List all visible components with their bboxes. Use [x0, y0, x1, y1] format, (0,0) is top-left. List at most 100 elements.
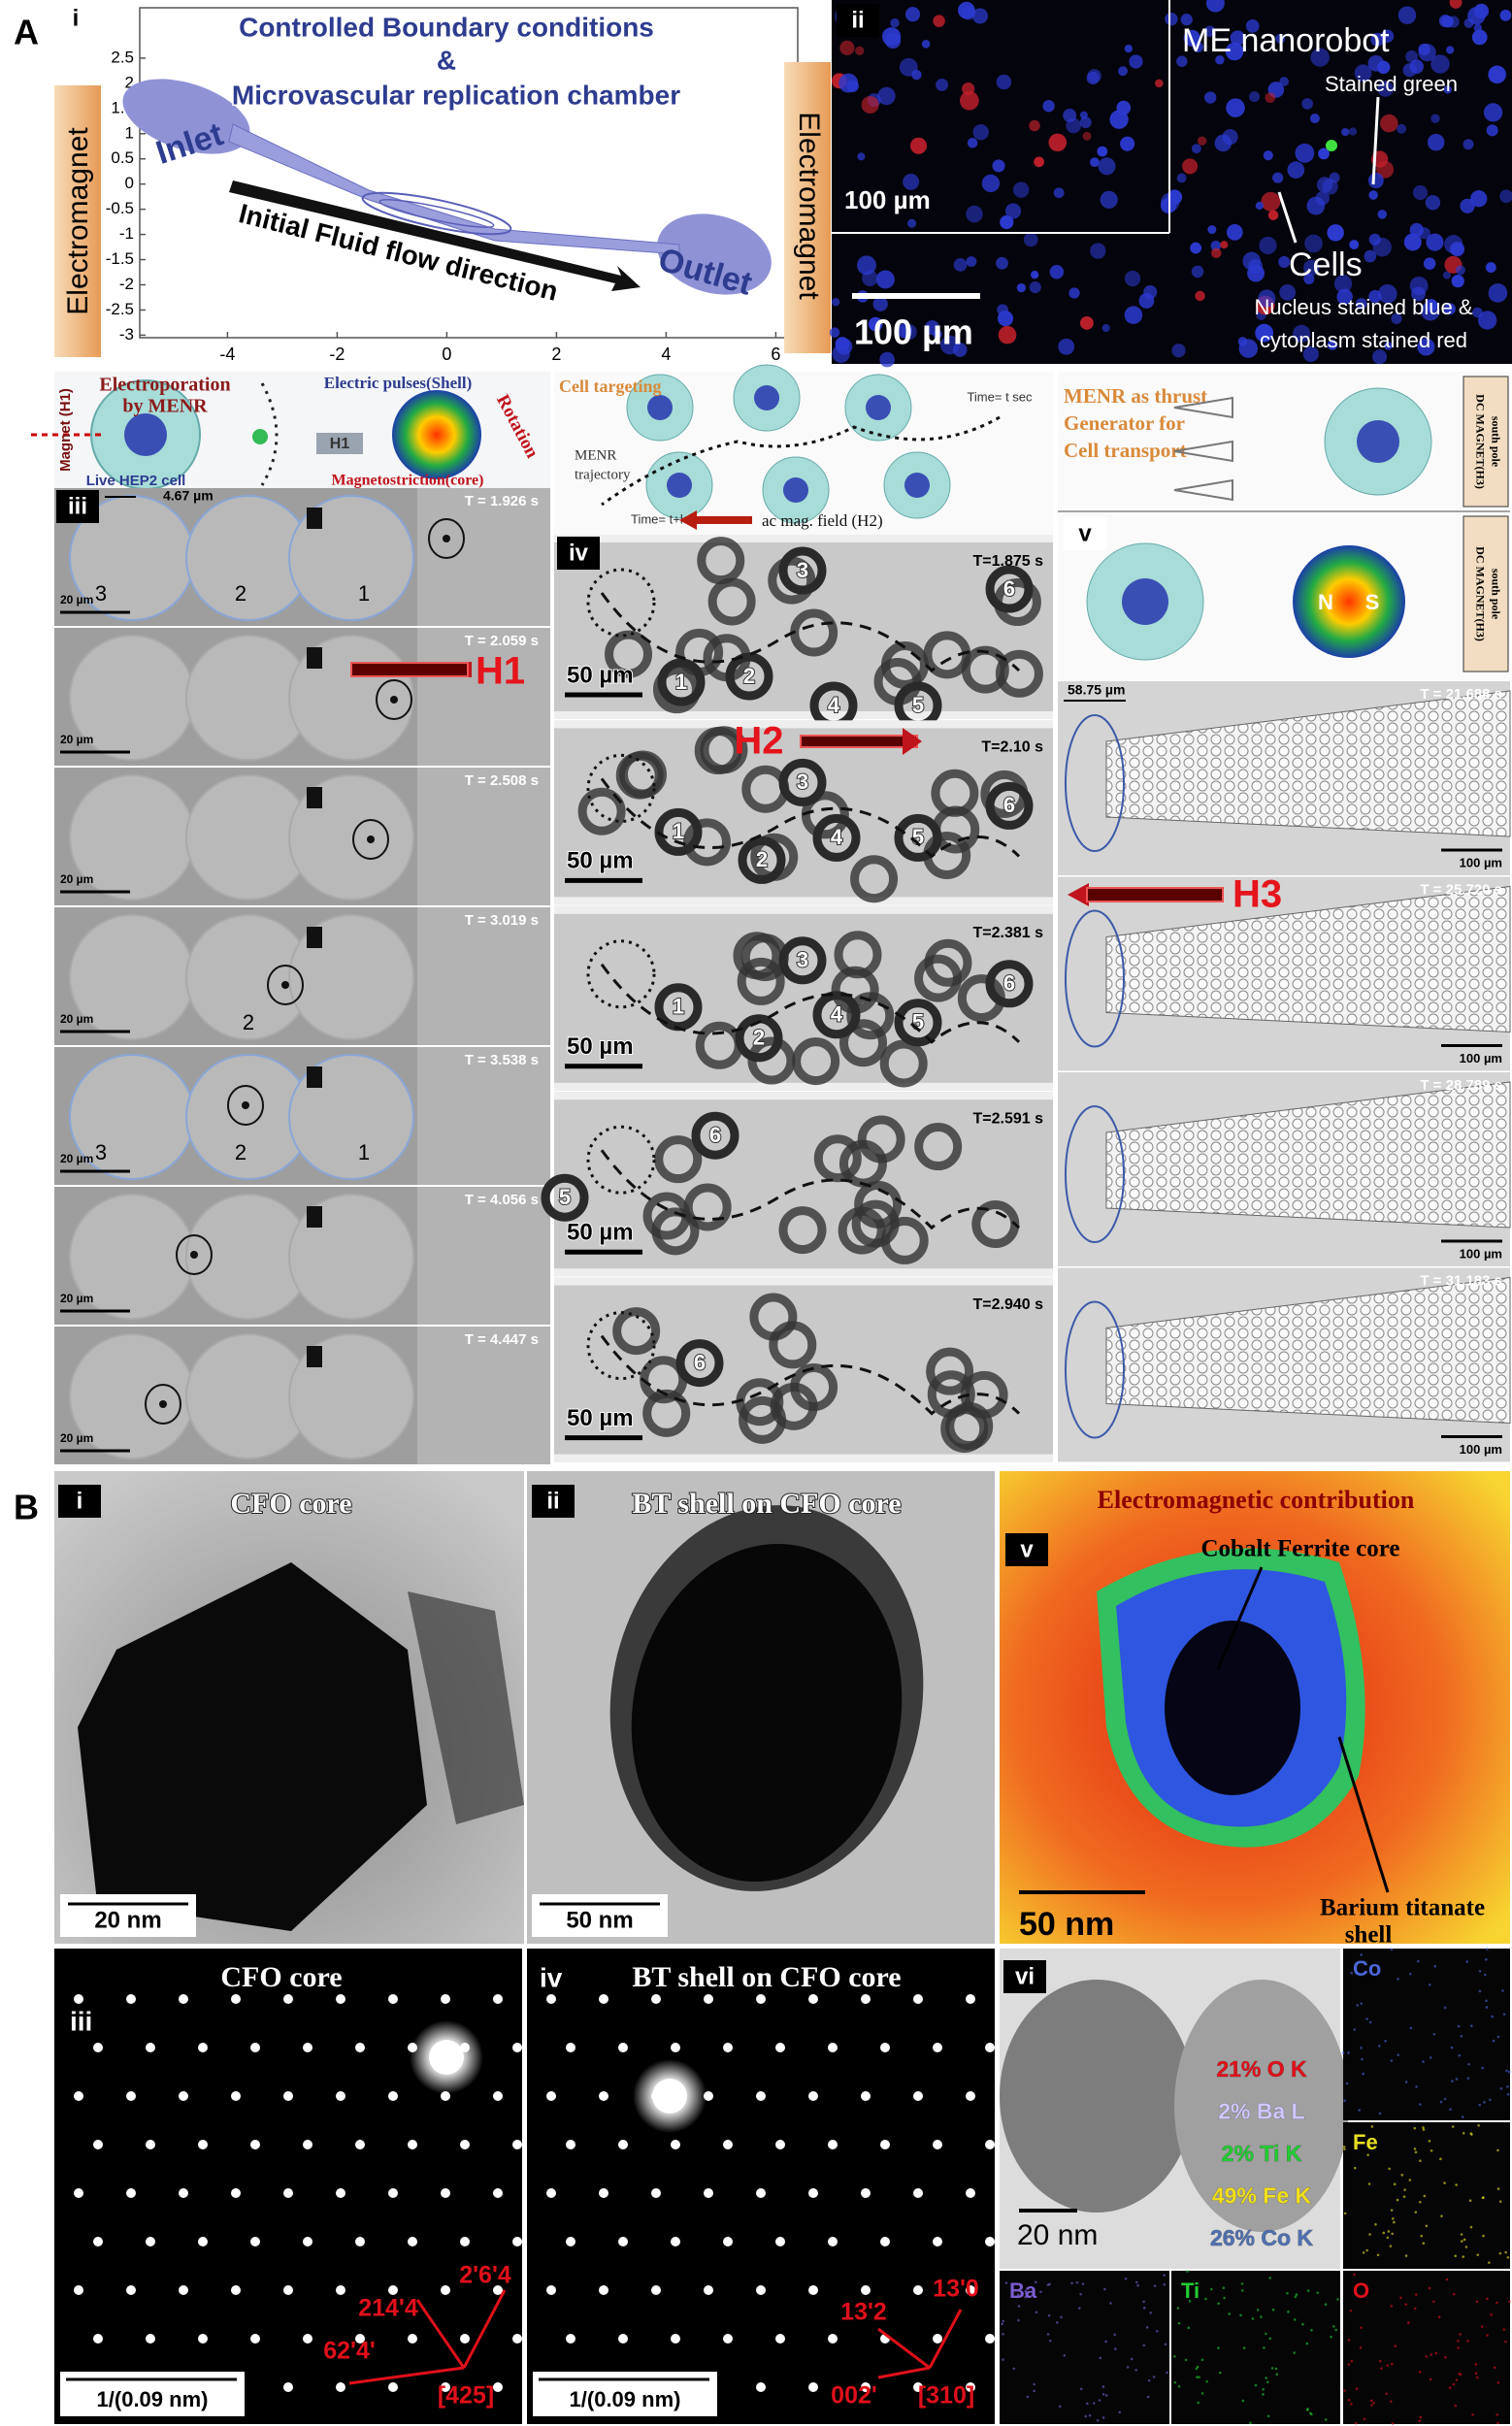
- spot: [775, 2334, 785, 2344]
- spot: [723, 2237, 733, 2246]
- map-dot: [1070, 2281, 1073, 2285]
- spot: [775, 2140, 785, 2149]
- scale-label: 100 µm: [844, 185, 931, 214]
- cell-dot: [1380, 114, 1398, 133]
- cell: [654, 1135, 703, 1184]
- map-dot: [1365, 2248, 1368, 2252]
- map-dot: [1408, 2179, 1412, 2181]
- cell: [700, 726, 748, 774]
- cell-dot: [1226, 224, 1243, 241]
- map-dot: [1465, 1960, 1469, 1963]
- map-dot: [1142, 2300, 1145, 2304]
- cell-dot: [1214, 134, 1233, 152]
- map-dot: [1492, 2039, 1496, 2043]
- map-dot: [1035, 2311, 1038, 2314]
- map-dot: [1368, 2233, 1371, 2236]
- panel-label: ii: [546, 1488, 559, 1514]
- map-dot: [1397, 2053, 1400, 2056]
- map-dot: [1452, 2382, 1456, 2386]
- spot: [231, 2285, 241, 2295]
- map-dot: [1109, 2302, 1112, 2305]
- cell-dot: [1336, 288, 1353, 306]
- cell-dot: [1376, 60, 1391, 75]
- cell-dot: [1215, 55, 1225, 65]
- cell-dot: [829, 327, 840, 338]
- panel-letter: B: [14, 1488, 39, 1527]
- map-dot: [1205, 2379, 1209, 2383]
- target-ellipse: [1065, 1300, 1125, 1439]
- map-dot: [1454, 2404, 1458, 2408]
- map-dot: [1414, 2293, 1418, 2296]
- map-dot: [1016, 2293, 1020, 2296]
- cell-dot: [1097, 146, 1108, 157]
- cell-dot: [857, 152, 866, 161]
- map-dot: [1293, 2318, 1297, 2321]
- map-dot: [1336, 2298, 1339, 2301]
- cell-dot: [1171, 344, 1186, 358]
- map-dot: [1496, 2148, 1499, 2152]
- spot: [198, 2043, 208, 2052]
- micrograph: [417, 1187, 550, 1325]
- y-tick-label: -1: [119, 224, 134, 243]
- target-circle: [586, 568, 656, 638]
- map-dot: [1256, 2309, 1260, 2311]
- spot: [808, 2382, 818, 2392]
- channel-wall: [554, 897, 1053, 905]
- spot: [671, 2140, 680, 2149]
- map-dot: [1394, 2344, 1397, 2347]
- map-dot: [1334, 2328, 1337, 2332]
- cell-dot: [1303, 273, 1315, 285]
- map-dot: [1350, 2359, 1354, 2363]
- arrow: [348, 2366, 465, 2385]
- spot: [146, 2043, 155, 2052]
- label: BT shell on CFO core: [632, 1488, 901, 1520]
- cell-dot: [1411, 286, 1426, 302]
- label: [425]: [438, 2382, 494, 2410]
- cell-dot: [1109, 110, 1129, 129]
- cell-dot: [1304, 234, 1323, 253]
- magnet-label: Electromagnet: [62, 127, 94, 315]
- map-dot: [1506, 2255, 1510, 2259]
- cell-dot: [1023, 232, 1038, 247]
- cell: [926, 1347, 974, 1395]
- spot: [618, 2043, 628, 2052]
- cell-dot: [1327, 340, 1338, 350]
- map-dot: [1414, 2211, 1418, 2213]
- spot: [546, 2091, 556, 2101]
- map-dot: [1034, 2280, 1037, 2284]
- cell-dot: [1278, 255, 1291, 268]
- label: Electric pulses(Shell): [324, 374, 473, 392]
- cell-dot: [1154, 79, 1164, 88]
- map-dot: [1439, 2157, 1442, 2161]
- cell-dot: [992, 159, 1005, 173]
- cell-dot: [1418, 227, 1430, 240]
- cell: [931, 769, 979, 817]
- map-dot: [1153, 2284, 1157, 2287]
- menr-circle: [145, 1384, 181, 1425]
- cell-dot: [1306, 196, 1326, 215]
- map-dot: [1118, 2410, 1122, 2414]
- outlet: [657, 213, 772, 295]
- cell-dot: [1425, 299, 1438, 312]
- cell-dot: [1090, 157, 1100, 168]
- map-dot: [1422, 2126, 1425, 2129]
- label-box: [56, 490, 99, 523]
- map-dot: [1360, 2002, 1364, 2005]
- cell: [577, 787, 626, 836]
- spot: [985, 2043, 995, 2052]
- map-dot: [1156, 2329, 1159, 2333]
- time-label: T = 4.447 s: [465, 1331, 539, 1348]
- spot: [441, 2382, 450, 2392]
- map-dot: [1330, 2335, 1332, 2339]
- map-dot: [1374, 2222, 1377, 2226]
- spot: [913, 2188, 923, 2198]
- cell-number: 3: [797, 948, 808, 972]
- map-dot: [1353, 2166, 1357, 2170]
- cell-dot: [879, 351, 895, 368]
- menr: [390, 696, 398, 704]
- cell-dot: [1190, 242, 1202, 254]
- map-dot: [1310, 2328, 1313, 2332]
- cell-dot: [1367, 173, 1384, 189]
- cell-dot: [1327, 224, 1344, 242]
- map-dot: [1251, 2317, 1255, 2320]
